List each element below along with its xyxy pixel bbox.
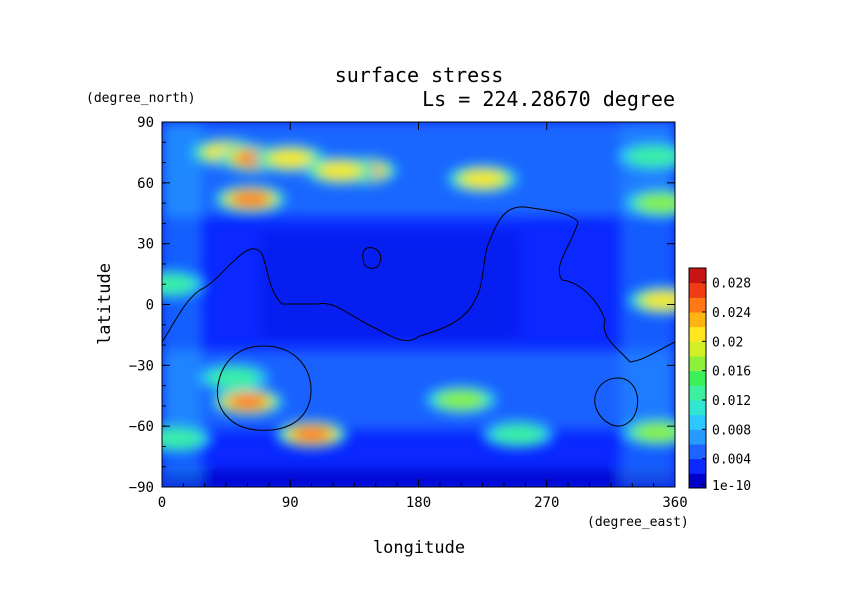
colorbar-tick-label: 0.024 bbox=[712, 306, 751, 321]
y-tick-label: −90 bbox=[129, 480, 154, 496]
stress-hotspot bbox=[162, 270, 206, 298]
colorbar-swatch bbox=[689, 282, 706, 298]
y-unit-label: (degree_north) bbox=[86, 91, 196, 106]
x-unit-label: (degree_east) bbox=[587, 515, 689, 530]
colorbar-tick-label: 0.012 bbox=[712, 394, 751, 409]
colorbar-swatch bbox=[689, 341, 706, 357]
y-tick-label: 0 bbox=[146, 298, 154, 314]
heatmap-area bbox=[162, 122, 675, 487]
colorbar-frame bbox=[688, 267, 707, 489]
colorbar-tick-label: 0.004 bbox=[712, 453, 751, 468]
colorbar-swatch bbox=[689, 268, 706, 284]
colorbar-swatch bbox=[689, 400, 706, 416]
x-tick-label: 270 bbox=[534, 495, 559, 511]
x-tick-label: 90 bbox=[282, 495, 299, 511]
y-tick-label: 90 bbox=[137, 115, 154, 131]
y-axis-label: latitude bbox=[95, 263, 115, 345]
x-tick-label: 180 bbox=[406, 495, 431, 511]
y-tick-label: 30 bbox=[137, 237, 154, 253]
stress-hotspot bbox=[446, 165, 519, 193]
stress-hotspot bbox=[627, 286, 675, 314]
stress-hotspot bbox=[214, 185, 287, 213]
stress-hotspot bbox=[254, 144, 327, 173]
stress-hotspot bbox=[304, 157, 377, 185]
y-tick-label: 60 bbox=[137, 176, 154, 192]
colorbar-swatch bbox=[689, 429, 706, 445]
stress-hotspot bbox=[617, 142, 675, 171]
stress-hotspot bbox=[197, 363, 270, 392]
contour-line bbox=[216, 345, 312, 431]
contour-line bbox=[594, 377, 639, 427]
colorbar-tick-label: 0.02 bbox=[712, 335, 743, 350]
contour-line bbox=[162, 206, 675, 363]
stress-hotspot bbox=[211, 388, 284, 416]
x-tick-label: 360 bbox=[662, 495, 687, 511]
hotspot-layer bbox=[162, 138, 675, 452]
chart-title: surface stress bbox=[335, 63, 504, 87]
colorbar-swatch bbox=[689, 473, 706, 489]
colorbar-tick-label: 0.008 bbox=[712, 423, 751, 438]
stress-hotspot bbox=[275, 420, 348, 448]
colorbar-swatch bbox=[689, 385, 706, 401]
colorbar-tick-label: 1e-10 bbox=[712, 479, 751, 494]
chart-subtitle: Ls = 224.28670 degree bbox=[422, 87, 675, 111]
y-tick-label: −60 bbox=[129, 419, 154, 435]
colorbar-tick-label: 0.016 bbox=[712, 365, 751, 380]
colorbar-swatch bbox=[689, 414, 706, 430]
y-axis: 90 60 30 0 −30 −60 −90 bbox=[129, 115, 675, 496]
stress-hotspot bbox=[425, 386, 498, 414]
stress-hotspot bbox=[622, 418, 675, 446]
colorbar-swatch bbox=[689, 312, 706, 328]
x-axis: 0 90 180 270 360 bbox=[158, 122, 688, 511]
colorbar-swatch bbox=[689, 370, 706, 386]
x-tick-label: 0 bbox=[158, 495, 166, 511]
y-tick-label: −30 bbox=[129, 358, 154, 374]
stress-hotspot bbox=[624, 189, 675, 217]
stress-hotspot bbox=[482, 420, 555, 448]
colorbar-tick-label: 0.028 bbox=[712, 277, 751, 292]
colorbar-swatch bbox=[689, 326, 706, 342]
colorbar-swatch bbox=[689, 444, 706, 460]
contour-line bbox=[362, 247, 382, 269]
colorbar-swatch bbox=[689, 356, 706, 372]
stress-hotspot bbox=[162, 424, 213, 452]
colorbar: 0.028 0.024 0.02 0.016 0.012 0.008 0.004 1e-10 bbox=[688, 267, 751, 494]
contour-lines bbox=[162, 206, 675, 431]
colorbar-swatch bbox=[689, 458, 706, 474]
x-axis-label: longitude bbox=[373, 538, 465, 558]
colorbar-swatch bbox=[689, 297, 706, 313]
